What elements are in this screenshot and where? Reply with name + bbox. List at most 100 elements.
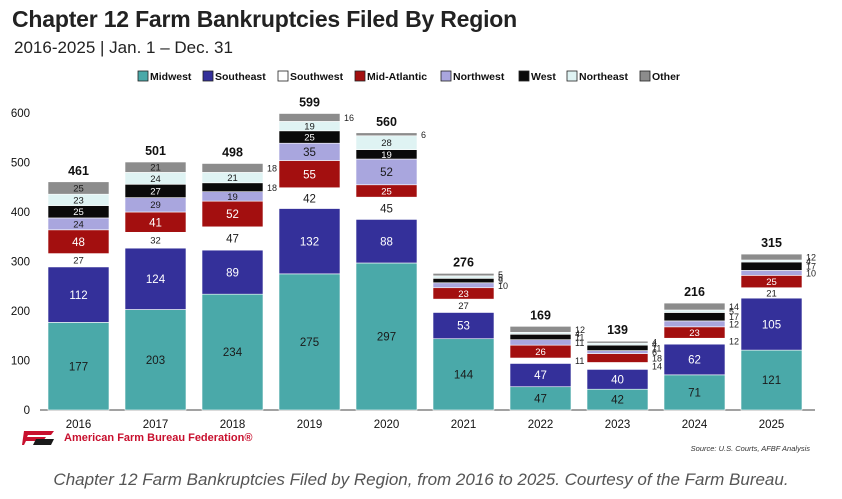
x-tick-label-2018: 2018: [220, 419, 246, 431]
data-label-southwest-2018: 47: [226, 234, 239, 246]
data-label-southeast-2018: 89: [226, 267, 239, 279]
bar-segment-southeast-2018: [201, 249, 264, 295]
bar-segment-other-2019: [278, 113, 341, 122]
bar-segment-other-2017: [124, 161, 187, 173]
bar-segment-southwest-2024: [664, 338, 725, 345]
data-label-northwest-2023: 6: [652, 348, 657, 358]
data-label-southwest-2017: 32: [150, 236, 161, 247]
data-label-mid-atlantic-2021: 23: [458, 289, 469, 300]
data-label-southwest-2024: 12: [729, 337, 739, 347]
total-label-2020: 560: [376, 115, 397, 129]
x-tick-label-2024: 2024: [682, 419, 708, 431]
data-label-southeast-2023: 40: [611, 374, 624, 386]
x-tick-label-2020: 2020: [374, 419, 400, 431]
bar-segment-west-2021: [432, 278, 495, 284]
legend-swatch-southeast: [202, 70, 214, 82]
data-label-west-2025: 17: [806, 262, 816, 272]
data-label-west-2022: 11: [575, 332, 584, 342]
data-label-southwest-2021: 27: [458, 301, 469, 312]
bar-segment-midwest-2017: [124, 309, 187, 411]
brand-name: American Farm Bureau Federation®: [64, 432, 253, 444]
y-tick-label: 500: [11, 158, 30, 170]
bar-segment-southwest-2023: [587, 362, 648, 370]
data-label-other-2017: 21: [150, 163, 161, 174]
data-label-northwest-2017: 29: [150, 200, 161, 211]
bar-segment-other-2016: [47, 181, 110, 195]
total-label-2021: 276: [453, 255, 474, 269]
data-label-midwest-2023: 42: [611, 395, 624, 407]
data-label-northwest-2024: 12: [729, 319, 739, 329]
bar-segment-other-2024: [663, 302, 726, 311]
data-label-mid-atlantic-2019: 55: [303, 169, 316, 181]
legend-swatch-southwest: [277, 70, 289, 82]
data-label-midwest-2017: 203: [146, 355, 165, 367]
data-label-west-2023: 11: [652, 343, 661, 353]
data-label-southeast-2017: 124: [146, 274, 166, 286]
data-label-west-2016: 25: [73, 207, 84, 218]
data-label-mid-atlantic-2024: 23: [689, 328, 700, 339]
data-label-southeast-2016: 112: [69, 290, 87, 302]
legend-label-mid-atlantic: Mid-Atlantic: [367, 71, 427, 83]
total-label-2018: 498: [222, 145, 243, 159]
bar-segment-southeast-2019: [278, 208, 341, 275]
total-label-2025: 315: [761, 236, 782, 250]
data-label-northwest-2022: 11: [575, 338, 584, 348]
bar-segment-midwest-2021: [432, 338, 495, 411]
data-label-mid-atlantic-2022: 26: [535, 347, 546, 358]
data-label-northwest-2021: 10: [498, 281, 508, 291]
y-tick-label: 400: [11, 207, 30, 219]
data-label-midwest-2020: 297: [377, 332, 396, 344]
y-tick-label: 200: [11, 306, 30, 318]
data-label-northeast-2018: 21: [227, 173, 238, 184]
bar-segment-southeast-2021: [432, 312, 495, 340]
x-tick-label-2025: 2025: [759, 419, 785, 431]
y-tick-label: 100: [11, 356, 30, 368]
total-label-2019: 599: [299, 95, 320, 109]
data-label-southeast-2021: 53: [457, 321, 470, 333]
data-label-southwest-2022: 11: [575, 356, 584, 366]
x-tick-label-2016: 2016: [66, 419, 92, 431]
legend-label-midwest: Midwest: [150, 71, 192, 83]
x-tick-label-2019: 2019: [297, 419, 323, 431]
data-label-northeast-2019: 19: [304, 122, 315, 133]
data-label-other-2025: 12: [806, 253, 816, 263]
total-label-2017: 501: [145, 144, 166, 158]
data-label-west-2020: 19: [381, 150, 392, 161]
x-tick-label-2023: 2023: [605, 419, 631, 431]
data-label-southeast-2025: 105: [762, 319, 781, 331]
bar-segment-northwest-2023: [586, 350, 649, 354]
data-label-southwest-2025: 21: [766, 288, 777, 299]
bar-segment-southwest-2021: [433, 299, 494, 313]
data-label-other-2024: 14: [729, 302, 739, 312]
bar-segment-other-2023: [586, 340, 649, 344]
total-label-2023: 139: [607, 323, 628, 337]
y-tick-label: 0: [24, 405, 30, 417]
bar-segment-northwest-2022: [509, 339, 572, 346]
data-label-midwest-2022: 47: [534, 394, 547, 406]
data-label-northwest-2025: 10: [806, 268, 816, 278]
legend-label-other: Other: [652, 71, 680, 83]
data-label-southeast-2024: 62: [688, 355, 701, 367]
bar-segment-mid-atlantic-2023: [586, 353, 649, 363]
data-label-mid-atlantic-2023: 18: [652, 354, 662, 364]
data-label-mid-atlantic-2017: 41: [149, 217, 162, 229]
total-label-2022: 169: [530, 308, 551, 322]
data-label-mid-atlantic-2020: 25: [381, 186, 392, 197]
x-tick-label-2017: 2017: [143, 419, 169, 431]
data-label-other-2022: 12: [575, 325, 585, 335]
bar-segment-northwest-2024: [663, 320, 726, 328]
data-label-northeast-2021: 5: [498, 273, 503, 283]
legend-swatch-west: [518, 70, 530, 82]
bar-segment-northwest-2021: [432, 282, 495, 289]
bar-segment-midwest-2018: [201, 293, 264, 411]
data-label-other-2019: 16: [344, 113, 354, 123]
y-tick-label: 600: [11, 108, 30, 120]
bar-segment-west-2018: [201, 182, 264, 193]
bar-segment-other-2020: [355, 132, 418, 137]
data-label-midwest-2016: 177: [69, 361, 88, 373]
brand: American Farm Bureau Federation®: [22, 430, 252, 446]
legend-swatch-mid-atlantic: [354, 70, 366, 82]
legend-swatch-northwest: [440, 70, 452, 82]
data-label-midwest-2018: 234: [223, 347, 243, 359]
data-label-other-2021: 5: [498, 270, 503, 280]
